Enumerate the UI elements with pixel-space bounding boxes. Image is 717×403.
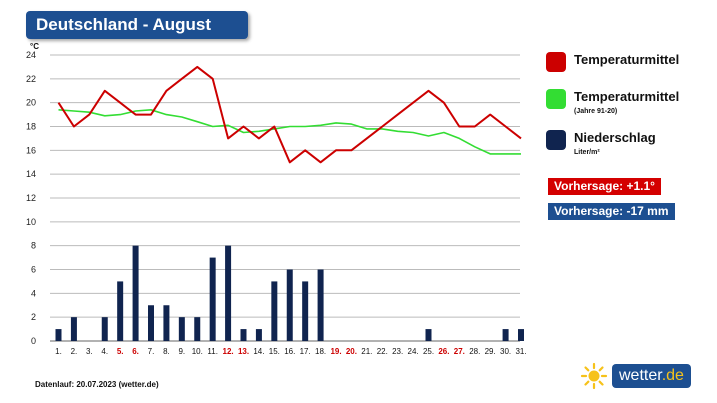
page-title: Deutschland - August — [26, 11, 248, 39]
x-tick-label: 26. — [438, 347, 449, 356]
x-tick-label: 15. — [269, 347, 280, 356]
legend-unit-precip: Liter/m² — [574, 149, 600, 156]
wetter-logo: wetter.de — [580, 362, 691, 390]
temperature-hist-line — [58, 109, 521, 155]
legend-item-temp: Temperaturmittel — [546, 52, 679, 72]
legend-label-temp-hist: Temperaturmittel — [574, 89, 680, 104]
x-tick-label: 22. — [377, 347, 388, 356]
y-tick-label: 6 — [31, 265, 36, 275]
x-tick-label: 14. — [253, 347, 264, 356]
y-tick-label: 14 — [26, 169, 36, 179]
precip-bar — [178, 317, 185, 341]
x-axis-labels: 1. 2. 3. 4. 5. 6. 7. 8. 9. 10. 11. 12. 13. 14. 15. 16. 1… — [55, 347, 526, 356]
sun-icon — [580, 362, 608, 390]
x-tick-label: 18. — [315, 347, 326, 356]
precip-bar — [117, 281, 124, 341]
precip-bar — [194, 317, 201, 341]
x-tick-label: 29. — [485, 347, 496, 356]
x-tick-label: 3. — [86, 347, 93, 356]
precip-bars — [55, 245, 524, 341]
y-tick-label: 16 — [26, 145, 36, 155]
y-tick-label: 0 — [31, 336, 36, 346]
x-tick-label: 27. — [454, 347, 465, 356]
x-tick-label: 28. — [469, 347, 480, 356]
x-tick-label: 12. — [223, 347, 234, 356]
y-tick-label: 22 — [26, 74, 36, 84]
precip-bar — [240, 329, 247, 341]
x-tick-label: 5. — [117, 347, 124, 356]
forecast-temp-badge: Vorhersage: +1.1° — [548, 178, 661, 195]
y-tick-label: 8 — [31, 241, 36, 251]
x-tick-label: 2. — [71, 347, 78, 356]
precip-bar — [209, 257, 216, 341]
y-tick-label: 4 — [31, 288, 36, 298]
x-tick-label: 8. — [163, 347, 170, 356]
forecast-precip-badge: Vorhersage: -17 mm — [548, 203, 675, 220]
precip-bar — [55, 329, 62, 341]
x-tick-label: 9. — [178, 347, 185, 356]
x-tick-label: 16. — [284, 347, 295, 356]
precip-bar — [132, 245, 139, 341]
precip-bar — [271, 281, 278, 341]
x-tick-label: 10. — [192, 347, 203, 356]
legend-sublabel-temp-hist: (Jahre 91-20) — [574, 108, 618, 115]
precip-bar — [286, 269, 293, 341]
x-tick-label: 21. — [361, 347, 372, 356]
precip-bar — [302, 281, 309, 341]
logo-wordmark: wetter.de — [612, 364, 691, 388]
legend-item-precip: Niederschlag Liter/m² — [546, 130, 656, 157]
precip-bar — [70, 317, 77, 341]
y-tick-label: 12 — [26, 193, 36, 203]
x-tick-label: 31. — [515, 347, 526, 356]
legend-swatch-precip — [546, 130, 566, 150]
x-tick-label: 13. — [238, 347, 249, 356]
precip-bar — [163, 305, 170, 341]
precip-bar — [255, 329, 262, 341]
x-tick-label: 23. — [392, 347, 403, 356]
x-tick-label: 30. — [500, 347, 511, 356]
x-tick-label: 11. — [207, 347, 218, 356]
x-tick-label: 7. — [148, 347, 155, 356]
precip-bar — [425, 329, 432, 341]
precip-bar — [502, 329, 509, 341]
legend-swatch-temp — [546, 52, 566, 72]
y-tick-label: 20 — [26, 98, 36, 108]
y-tick-label: 10 — [26, 217, 36, 227]
legend-label-temp: Temperaturmittel — [574, 52, 680, 67]
chart-grid — [50, 54, 520, 342]
footer-datenlauf: Datenlauf: 20.07.2023 (wetter.de) — [35, 380, 159, 389]
x-tick-label: 25. — [423, 347, 434, 356]
y-axis-unit: °C — [30, 42, 39, 51]
temperature-line — [57, 65, 522, 164]
x-tick-label: 19. — [330, 347, 341, 356]
precip-bar — [225, 245, 232, 341]
x-tick-label: 4. — [101, 347, 108, 356]
legend-label-precip: Niederschlag — [574, 130, 656, 145]
legend-item-temp-hist: Temperaturmittel (Jahre 91-20) — [546, 89, 679, 116]
temperature-lines — [57, 65, 522, 164]
legend-swatch-temp-hist — [546, 89, 566, 109]
y-tick-label: 24 — [26, 50, 36, 60]
x-tick-label: 6. — [132, 347, 139, 356]
x-tick-label: 1. — [55, 347, 62, 356]
x-tick-label: 20. — [346, 347, 357, 356]
precip-bar — [101, 317, 108, 341]
y-tick-label: 2 — [31, 312, 36, 322]
x-tick-label: 17. — [300, 347, 311, 356]
y-tick-label: 18 — [26, 122, 36, 132]
precip-bar — [317, 269, 324, 341]
precip-bar — [518, 329, 524, 341]
x-tick-label: 24. — [408, 347, 419, 356]
precip-bar — [148, 305, 154, 341]
